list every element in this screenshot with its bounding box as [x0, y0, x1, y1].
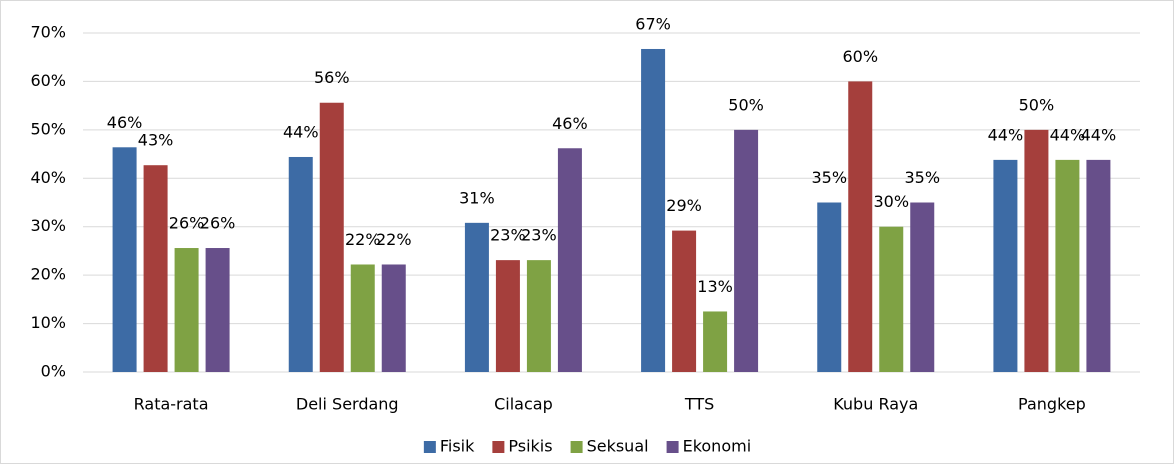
data-label: 26% — [169, 214, 205, 233]
legend-label: Psikis — [508, 437, 552, 456]
bar — [464, 222, 489, 372]
x-tick-label: Rata-rata — [134, 395, 209, 414]
y-tick-label: 0% — [41, 362, 66, 381]
bar — [288, 156, 313, 372]
bar — [495, 260, 520, 372]
data-label: 35% — [904, 168, 940, 187]
data-label: 50% — [728, 95, 764, 114]
data-label: 44% — [1081, 125, 1117, 144]
data-label: 44% — [1050, 125, 1086, 144]
data-label: 29% — [666, 196, 702, 215]
x-tick-label: Deli Serdang — [296, 395, 399, 414]
bar — [993, 159, 1018, 372]
data-label: 23% — [490, 226, 526, 245]
bar — [641, 48, 666, 372]
data-label: 30% — [873, 192, 909, 211]
x-tick-label: Cilacap — [494, 395, 553, 414]
x-tick-label: TTS — [684, 395, 714, 414]
y-tick-label: 40% — [30, 168, 66, 187]
legend-swatch — [492, 441, 505, 453]
bar — [1055, 159, 1080, 372]
data-label: 22% — [376, 230, 412, 249]
bar — [526, 260, 551, 372]
data-label: 44% — [988, 125, 1024, 144]
data-label: 35% — [811, 168, 847, 187]
bar — [350, 264, 375, 372]
bar — [817, 202, 842, 372]
bar — [672, 230, 697, 372]
legend-label: Fisik — [440, 437, 475, 456]
legend-swatch — [666, 441, 679, 453]
bar — [734, 129, 759, 372]
data-label: 46% — [552, 114, 588, 133]
data-label: 60% — [842, 47, 878, 66]
legend-label: Seksual — [587, 437, 649, 456]
data-label: 26% — [200, 214, 236, 233]
bar — [1024, 129, 1049, 372]
data-label: 13% — [697, 277, 733, 296]
data-label: 22% — [345, 230, 381, 249]
y-tick-label: 20% — [30, 265, 66, 284]
data-label: 23% — [521, 226, 557, 245]
bar — [557, 148, 582, 372]
bar — [143, 165, 168, 372]
data-label: 44% — [283, 122, 319, 141]
bar — [112, 147, 137, 372]
y-tick-label: 60% — [30, 71, 66, 90]
bar — [703, 311, 728, 372]
data-label: 31% — [459, 188, 495, 207]
y-tick-label: 50% — [30, 119, 66, 138]
y-tick-label: 10% — [30, 313, 66, 332]
legend-label: Ekonomi — [683, 437, 752, 456]
bar — [879, 226, 904, 372]
legend-swatch — [570, 441, 583, 453]
bar — [1086, 159, 1111, 372]
x-tick-label: Kubu Raya — [833, 395, 918, 414]
legend-swatch — [423, 441, 436, 453]
y-tick-label: 30% — [30, 216, 66, 235]
data-label: 56% — [314, 68, 350, 87]
bar — [848, 81, 873, 372]
bar — [910, 202, 935, 372]
bar — [174, 248, 199, 372]
bar — [381, 264, 406, 372]
bar — [319, 102, 344, 372]
bar — [205, 248, 230, 372]
y-tick-label: 70% — [30, 23, 66, 42]
data-label: 50% — [1019, 95, 1055, 114]
x-tick-label: Pangkep — [1018, 395, 1086, 414]
data-label: 46% — [107, 113, 143, 132]
data-label: 43% — [138, 131, 174, 150]
data-label: 67% — [635, 14, 671, 33]
